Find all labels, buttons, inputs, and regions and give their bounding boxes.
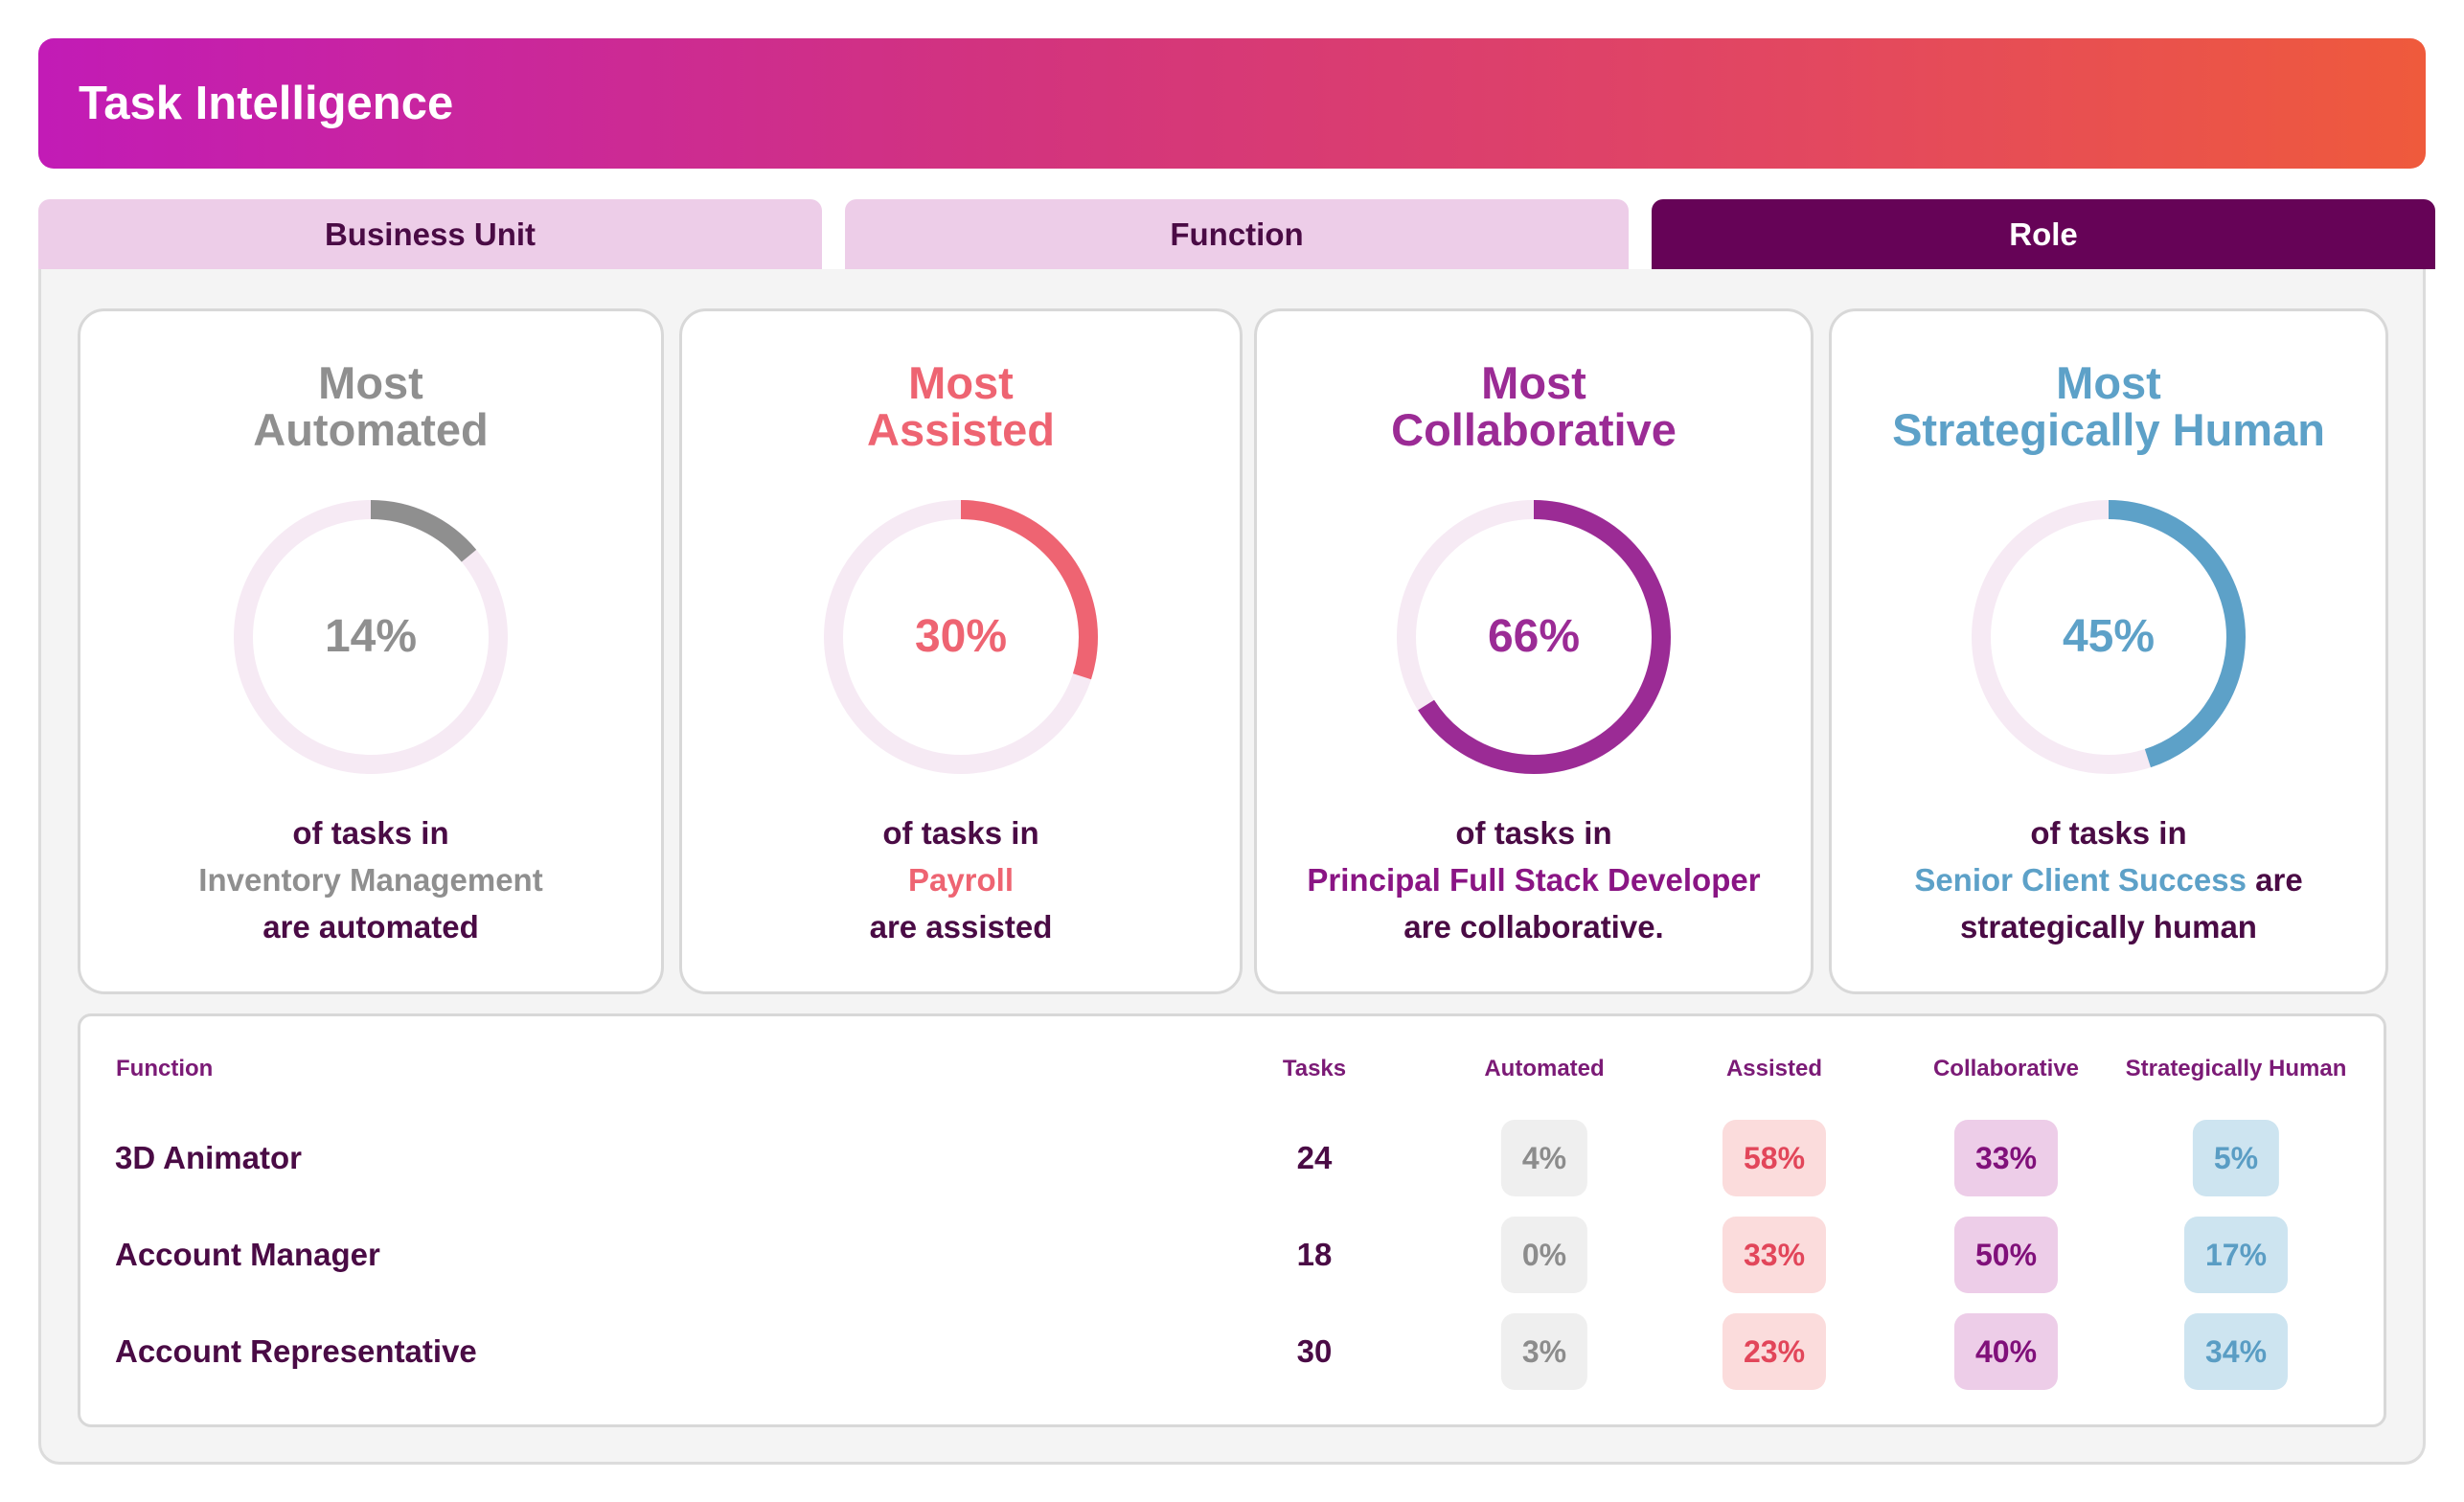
desc-highlight: Payroll [907, 862, 1015, 898]
pill-strategically-human: 34% [2183, 1313, 2289, 1390]
donut-arc [1397, 500, 1671, 774]
card-title: Most Assisted [682, 359, 1240, 453]
donut-percent: 45% [2062, 611, 2156, 662]
col-header-function: Function [116, 1056, 214, 1081]
donut-ring [1397, 500, 1671, 774]
donut-chart-human: 45% [1965, 493, 2252, 781]
col-header-tasks: Tasks [1282, 1056, 1347, 1081]
card-description: of tasks in Payroll are assisted [682, 809, 1240, 950]
card-title-line: Most [1481, 357, 1586, 408]
desc-highlight-tail: are [2255, 862, 2303, 898]
card-title-line: Assisted [867, 404, 1055, 455]
card-most-assisted: Most Assisted 30% of tasks in Payroll ar… [679, 308, 1243, 994]
donut-ring [1972, 500, 2246, 774]
desc-highlight: Inventory Management [198, 862, 543, 898]
desc-highlight: Senior Client Success [1914, 862, 2247, 898]
col-header-automated: Automated [1484, 1056, 1605, 1081]
donut-chart-assisted: 30% [817, 493, 1105, 781]
pill-collaborative: 50% [1953, 1217, 2059, 1293]
card-title-line: Collaborative [1391, 404, 1677, 455]
desc-highlight-line: Senior Client Success are [1832, 856, 2385, 903]
desc-prefix: of tasks in [292, 815, 449, 851]
pill-strategically-human: 17% [2183, 1217, 2289, 1293]
donut-ring [234, 500, 508, 774]
page-title: Task Intelligence [79, 78, 454, 129]
card-title: Most Collaborative [1257, 359, 1811, 453]
donut-arc [1972, 500, 2246, 774]
donut-percent: 14% [324, 611, 418, 662]
desc-prefix: of tasks in [882, 815, 1039, 851]
card-description: of tasks in Principal Full Stack Develop… [1257, 809, 1811, 950]
card-title-line: Most [908, 357, 1014, 408]
card-most-collaborative: Most Collaborative 66% of tasks in Princ… [1254, 308, 1814, 994]
card-title: Most Strategically Human [1832, 359, 2385, 453]
card-title-line: Most [2056, 357, 2161, 408]
desc-prefix: of tasks in [1455, 815, 1612, 851]
row-tasks-count: 18 [1296, 1237, 1333, 1272]
donut-ring [824, 500, 1098, 774]
app-header: Task Intelligence [38, 38, 2426, 169]
row-function-name: Account Representative [115, 1333, 477, 1369]
donut-percent: 66% [1487, 611, 1581, 662]
card-title: Most Automated [80, 359, 661, 453]
card-title-line: Most [318, 357, 423, 408]
pill-assisted: 23% [1722, 1313, 1827, 1390]
row-function-name: 3D Animator [115, 1140, 302, 1175]
pill-collaborative: 40% [1953, 1313, 2059, 1390]
pill-automated: 0% [1500, 1217, 1588, 1293]
pill-strategically-human: 5% [2192, 1120, 2280, 1196]
pill-automated: 3% [1500, 1313, 1588, 1390]
pill-assisted: 33% [1722, 1217, 1827, 1293]
pill-automated: 4% [1500, 1120, 1588, 1196]
card-description: of tasks in Senior Client Success are st… [1832, 809, 2385, 950]
row-function-name: Account Manager [115, 1237, 380, 1272]
donut-chart-collaborative: 66% [1390, 493, 1677, 781]
desc-suffix: strategically human [1960, 909, 2257, 944]
col-header-assisted: Assisted [1725, 1056, 1823, 1081]
donut-arc [234, 500, 508, 774]
desc-suffix: are assisted [869, 909, 1053, 944]
desc-highlight: Principal Full Stack Developer [1307, 862, 1761, 898]
card-most-automated: Most Automated 14% of tasks in Inventory… [78, 308, 664, 994]
donut-chart-automated: 14% [227, 493, 514, 781]
row-tasks-count: 30 [1296, 1333, 1333, 1369]
pill-collaborative: 33% [1953, 1120, 2059, 1196]
tab-role[interactable]: Role [1652, 199, 2435, 269]
card-title-line: Strategically Human [1892, 404, 2325, 455]
donut-percent: 30% [914, 611, 1008, 662]
card-most-strategically-human: Most Strategically Human 45% of tasks in… [1829, 308, 2388, 994]
desc-suffix: are collaborative. [1403, 909, 1664, 944]
pill-assisted: 58% [1722, 1120, 1827, 1196]
row-tasks-count: 24 [1296, 1140, 1333, 1175]
col-header-strategically-human: Strategically Human [2125, 1056, 2347, 1081]
tab-business-unit[interactable]: Business Unit [38, 199, 822, 269]
desc-suffix: are automated [262, 909, 479, 944]
donut-arc [824, 500, 1098, 774]
tab-function[interactable]: Function [845, 199, 1629, 269]
desc-prefix: of tasks in [2030, 815, 2187, 851]
card-title-line: Automated [253, 404, 489, 455]
col-header-collaborative: Collaborative [1932, 1056, 2080, 1081]
card-description: of tasks in Inventory Management are aut… [80, 809, 661, 950]
